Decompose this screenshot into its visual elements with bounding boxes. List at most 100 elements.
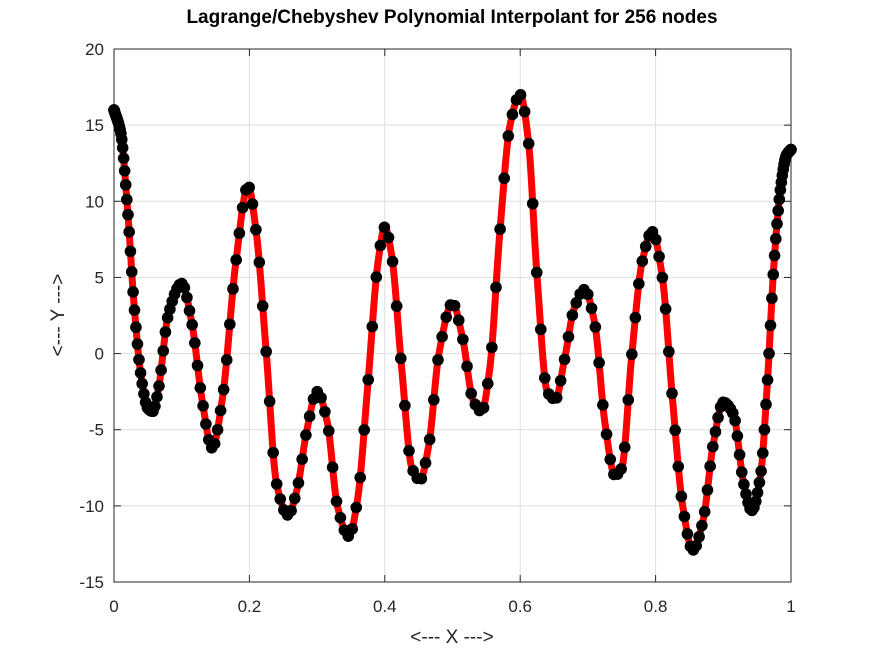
- node-marker: [334, 511, 347, 524]
- node-marker: [330, 495, 343, 508]
- node-marker: [785, 143, 797, 156]
- node-marker: [155, 364, 167, 376]
- node-marker: [675, 490, 688, 503]
- node-marker: [263, 395, 276, 408]
- node-marker: [440, 311, 453, 323]
- node-marker: [423, 433, 436, 446]
- node-marker: [300, 429, 312, 441]
- node-marker: [326, 461, 339, 474]
- x-tick-label: 0.4: [373, 597, 397, 616]
- node-marker: [477, 401, 490, 414]
- node-marker: [220, 354, 233, 366]
- node-marker: [403, 445, 415, 457]
- x-tick-label: 0.8: [644, 597, 668, 616]
- node-marker: [133, 353, 145, 366]
- node-marker: [593, 356, 605, 369]
- node-marker: [461, 360, 473, 373]
- x-tick-label: 0.6: [508, 597, 532, 616]
- node-marker: [751, 486, 764, 499]
- node-marker: [415, 472, 428, 485]
- node-marker: [502, 130, 515, 142]
- node-marker: [767, 268, 780, 281]
- x-tick-label: 0: [109, 597, 118, 616]
- node-marker: [230, 254, 242, 266]
- node-marker: [131, 338, 144, 350]
- node-marker: [538, 372, 551, 384]
- chart-title: Lagrange/Chebyshev Polynomial Interpolan…: [186, 7, 717, 28]
- node-marker: [214, 404, 227, 417]
- node-marker: [740, 488, 752, 500]
- node-marker: [672, 460, 685, 473]
- node-marker: [374, 239, 387, 252]
- node-marker: [256, 300, 269, 312]
- node-marker: [116, 141, 129, 154]
- node-marker: [681, 528, 694, 540]
- node-marker: [650, 233, 662, 246]
- node-marker: [436, 330, 448, 343]
- node-marker: [663, 345, 675, 358]
- node-marker: [522, 137, 535, 150]
- node-marker: [122, 208, 134, 221]
- node-marker: [315, 391, 327, 404]
- node-marker: [659, 303, 672, 315]
- node-marker: [260, 345, 272, 358]
- node-marker: [448, 299, 461, 312]
- node-marker: [117, 152, 130, 165]
- node-marker: [134, 367, 147, 379]
- node-marker: [696, 519, 708, 532]
- y-axis-label: <--- Y --->: [48, 274, 69, 357]
- node-marker: [151, 391, 163, 403]
- node-marker: [292, 477, 305, 489]
- node-marker: [224, 318, 236, 331]
- node-marker: [366, 320, 379, 333]
- interpolant-curve-layer: [110, 91, 795, 554]
- node-marker: [618, 441, 631, 454]
- node-marker: [370, 271, 383, 283]
- node-marker: [755, 465, 767, 477]
- y-tick-label: 15: [85, 116, 104, 135]
- node-marker: [733, 448, 746, 461]
- node-marker: [763, 347, 775, 360]
- node-marker: [761, 374, 774, 386]
- node-marker: [390, 300, 403, 312]
- y-tick-label: -10: [79, 497, 104, 516]
- node-marker: [773, 193, 786, 206]
- node-marker: [452, 314, 465, 327]
- node-marker: [382, 231, 395, 244]
- node-marker: [127, 286, 139, 298]
- node-marker: [772, 204, 784, 217]
- node-marker: [270, 478, 283, 490]
- node-marker: [350, 501, 363, 514]
- node-marker: [707, 440, 719, 453]
- node-marker: [656, 271, 669, 284]
- node-marker: [121, 193, 133, 206]
- node-marker: [211, 423, 224, 436]
- node-marker: [285, 504, 297, 517]
- node-marker: [653, 250, 665, 263]
- node-marker: [530, 266, 543, 279]
- node-marker: [731, 430, 744, 442]
- node-marker: [678, 510, 691, 523]
- node-marker: [130, 321, 142, 334]
- node-marker: [274, 493, 287, 505]
- node-marker: [600, 428, 613, 441]
- node-marker: [554, 374, 567, 387]
- axis-ticks: 0 0.2 0.4 0.6 0.8 1 -15 -10 -5 0 5 10 15 20: [79, 40, 795, 616]
- node-marker: [704, 460, 716, 473]
- node-marker: [319, 405, 331, 418]
- node-marker: [246, 198, 259, 210]
- node-marker: [346, 523, 359, 535]
- node-marker: [124, 245, 137, 258]
- x-tick-label: 1: [786, 597, 795, 616]
- node-marker: [118, 164, 131, 177]
- node-marker: [399, 399, 411, 412]
- node-marker: [760, 398, 772, 411]
- node-marker: [566, 309, 579, 321]
- y-tick-label: 10: [85, 192, 104, 211]
- node-marker: [243, 181, 255, 194]
- node-marker: [288, 492, 301, 505]
- node-marker: [149, 400, 161, 412]
- node-marker: [227, 283, 239, 295]
- node-marker: [191, 359, 204, 372]
